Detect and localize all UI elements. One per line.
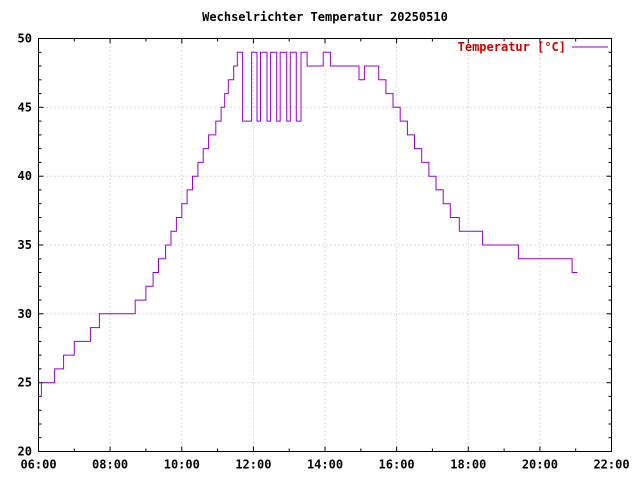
temperature-series-line: [38, 51, 578, 397]
x-tick-label: 10:00: [164, 458, 200, 472]
y-tick-label: 30: [18, 307, 32, 321]
x-tick-label: 08:00: [92, 458, 128, 472]
chart-title: Wechselrichter Temperatur 20250510: [202, 10, 448, 24]
plot-border: [38, 38, 612, 452]
x-tick-label: 22:00: [593, 458, 629, 472]
y-tick-label: 45: [18, 100, 32, 114]
legend-label: Temperatur [°C]: [458, 40, 566, 54]
y-tick-label: 35: [18, 238, 32, 252]
plot-layer: 06:00 08:00 10:00 12:00 14:00 16:00 18:00 20:00…: [18, 32, 630, 472]
x-tick-label: 06:00: [20, 458, 56, 472]
legend: Temperatur [°C]: [458, 40, 608, 54]
y-tick-label: 40: [18, 169, 32, 183]
x-tick-label: 12:00: [235, 458, 271, 472]
x-tick-label: 20:00: [522, 458, 558, 472]
y-tick-label: 50: [18, 32, 32, 46]
y-tick-label: 20: [18, 445, 32, 459]
x-tick-label: 14:00: [307, 458, 343, 472]
x-tick-label: 16:00: [379, 458, 415, 472]
x-tick-label: 18:00: [450, 458, 486, 472]
y-tick-label: 25: [18, 376, 32, 390]
